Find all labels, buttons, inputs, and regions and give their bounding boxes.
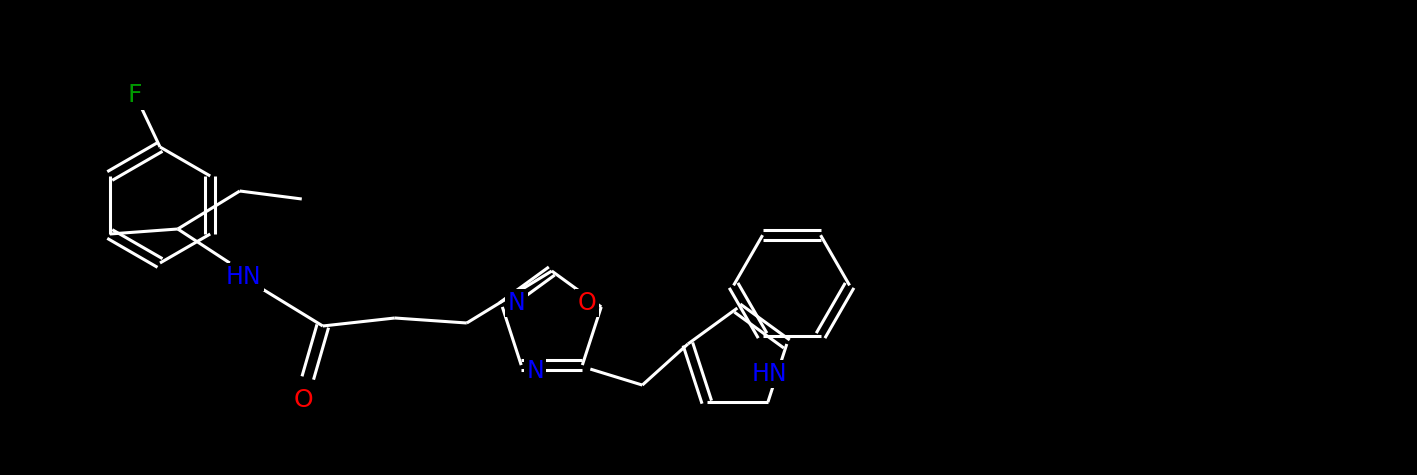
Text: N: N	[526, 359, 544, 383]
Text: F: F	[128, 83, 142, 107]
Text: HN: HN	[225, 265, 262, 289]
Text: HN: HN	[752, 362, 788, 386]
Text: O: O	[578, 291, 597, 315]
Text: N: N	[507, 291, 526, 315]
Text: O: O	[293, 388, 313, 412]
